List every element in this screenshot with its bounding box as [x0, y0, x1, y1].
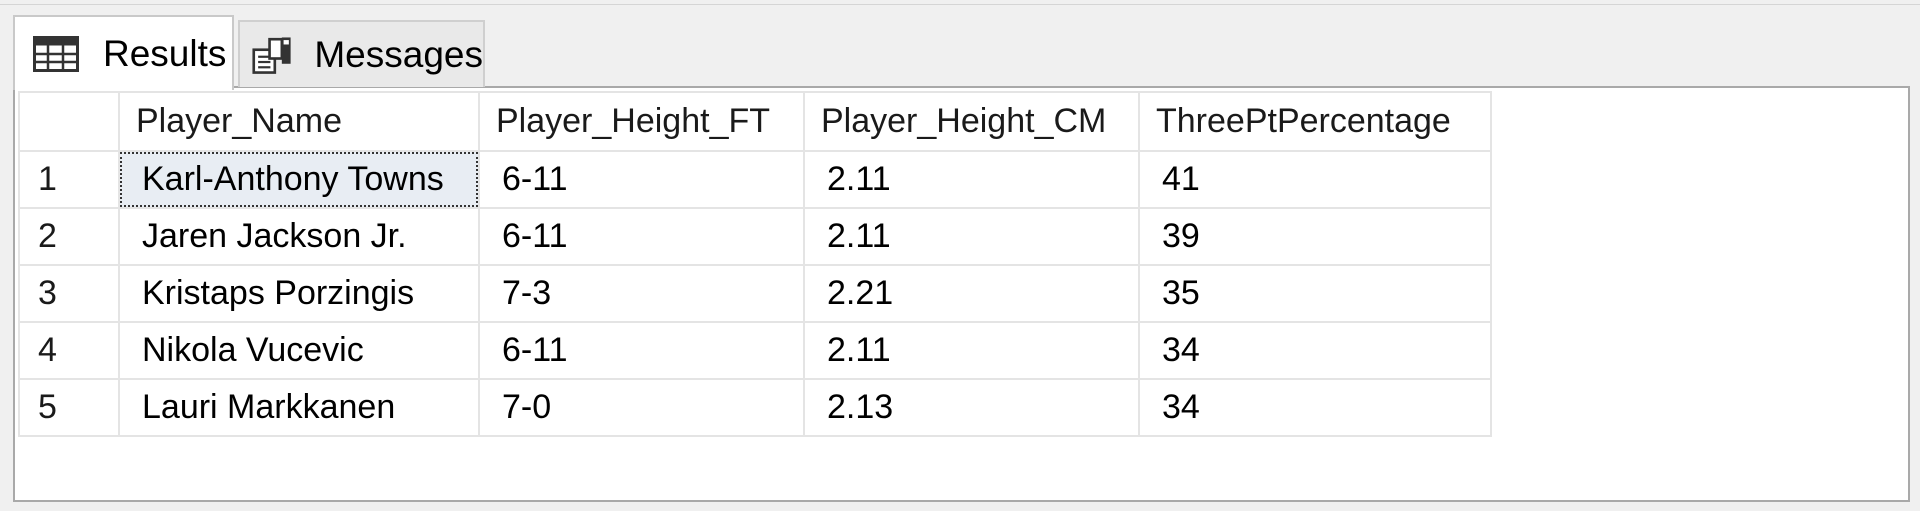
messages-icon: [252, 33, 292, 77]
row-number[interactable]: 2: [19, 208, 119, 265]
results-grid-panel: Player_Name Player_Height_FT Player_Heig…: [13, 86, 1910, 502]
table-row: 5 Lauri Markkanen 7-0 2.13 34: [19, 379, 1491, 436]
row-number[interactable]: 3: [19, 265, 119, 322]
tab-messages[interactable]: Messages: [238, 20, 485, 87]
table-row: 3 Kristaps Porzingis 7-3 2.21 35: [19, 265, 1491, 322]
cell-player-height-cm[interactable]: 2.11: [804, 151, 1139, 208]
column-header-player-height-cm[interactable]: Player_Height_CM: [804, 92, 1139, 151]
cell-player-height-ft[interactable]: 7-3: [479, 265, 804, 322]
tab-messages-label: Messages: [314, 34, 483, 76]
grid-table-icon: [33, 36, 79, 72]
header-row: Player_Name Player_Height_FT Player_Heig…: [19, 92, 1491, 151]
cell-player-name[interactable]: Kristaps Porzingis: [119, 265, 479, 322]
cell-player-height-cm[interactable]: 2.11: [804, 208, 1139, 265]
cell-player-height-cm[interactable]: 2.11: [804, 322, 1139, 379]
row-number-header[interactable]: [19, 92, 119, 151]
cell-player-name[interactable]: Jaren Jackson Jr.: [119, 208, 479, 265]
cell-three-pt-percentage[interactable]: 35: [1139, 265, 1491, 322]
results-tabstrip: Results Messages: [0, 0, 1920, 88]
cell-player-height-ft[interactable]: 6-11: [479, 208, 804, 265]
cell-three-pt-percentage[interactable]: 39: [1139, 208, 1491, 265]
tab-results-label: Results: [103, 33, 226, 75]
table-row: 2 Jaren Jackson Jr. 6-11 2.11 39: [19, 208, 1491, 265]
results-grid: Player_Name Player_Height_FT Player_Heig…: [18, 91, 1492, 437]
cell-three-pt-percentage[interactable]: 41: [1139, 151, 1491, 208]
cell-player-name[interactable]: Lauri Markkanen: [119, 379, 479, 436]
cell-player-height-ft[interactable]: 6-11: [479, 151, 804, 208]
row-number[interactable]: 4: [19, 322, 119, 379]
tab-results[interactable]: Results: [13, 15, 234, 90]
cell-player-name[interactable]: Karl-Anthony Towns: [119, 151, 479, 208]
column-header-three-pt-percentage[interactable]: ThreePtPercentage: [1139, 92, 1491, 151]
row-number[interactable]: 5: [19, 379, 119, 436]
cell-player-height-cm[interactable]: 2.13: [804, 379, 1139, 436]
cell-three-pt-percentage[interactable]: 34: [1139, 322, 1491, 379]
column-header-player-name[interactable]: Player_Name: [119, 92, 479, 151]
table-row: 1 Karl-Anthony Towns 6-11 2.11 41: [19, 151, 1491, 208]
row-number[interactable]: 1: [19, 151, 119, 208]
cell-player-height-ft[interactable]: 6-11: [479, 322, 804, 379]
cell-player-height-ft[interactable]: 7-0: [479, 379, 804, 436]
cell-player-height-cm[interactable]: 2.21: [804, 265, 1139, 322]
cell-three-pt-percentage[interactable]: 34: [1139, 379, 1491, 436]
column-header-player-height-ft[interactable]: Player_Height_FT: [479, 92, 804, 151]
cell-player-name[interactable]: Nikola Vucevic: [119, 322, 479, 379]
table-row: 4 Nikola Vucevic 6-11 2.11 34: [19, 322, 1491, 379]
